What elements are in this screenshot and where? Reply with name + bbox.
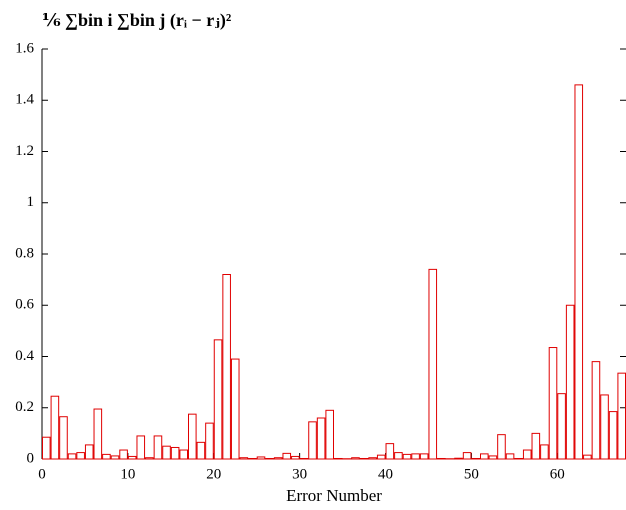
bar — [497, 434, 506, 460]
bar — [574, 84, 584, 460]
bar — [222, 274, 231, 460]
bar — [462, 452, 472, 460]
bar — [359, 457, 369, 460]
y-tick-label: 1.6 — [15, 40, 34, 56]
bar — [540, 444, 549, 460]
bar — [205, 422, 214, 460]
bar — [617, 372, 626, 460]
y-tick-label: 0.6 — [15, 297, 34, 313]
bar — [428, 268, 438, 460]
bar — [110, 455, 120, 460]
bar — [196, 441, 206, 460]
x-tick-label: 0 — [38, 466, 46, 482]
bar — [179, 449, 188, 460]
bar — [385, 443, 395, 460]
bar — [170, 446, 180, 460]
x-tick-label: 60 — [550, 466, 565, 482]
bar — [325, 409, 335, 460]
bar — [522, 449, 532, 460]
bar — [67, 453, 77, 460]
bar — [256, 456, 266, 460]
bar — [454, 457, 463, 460]
bar — [239, 457, 249, 460]
bar — [42, 436, 51, 460]
bar — [248, 457, 257, 460]
chart-title: ⅙ ∑bin i ∑bin j (rᵢ − rⱼ)² — [42, 10, 231, 31]
bar — [188, 413, 197, 460]
bar — [93, 408, 103, 460]
bar — [488, 455, 498, 460]
bar — [505, 453, 515, 460]
bar — [162, 445, 171, 460]
bar — [213, 339, 223, 460]
bar — [600, 394, 609, 460]
bar — [76, 452, 85, 460]
y-tick-label: 1 — [27, 194, 35, 210]
bar — [471, 457, 481, 460]
x-tick-label: 30 — [292, 466, 307, 482]
bar — [531, 432, 541, 460]
bar — [394, 452, 403, 460]
y-tick-label: 0 — [27, 450, 35, 466]
x-tick-label: 50 — [464, 466, 479, 482]
bar — [50, 395, 60, 460]
bar — [368, 457, 377, 460]
bar — [273, 457, 283, 460]
bar — [127, 455, 137, 460]
bar — [608, 411, 618, 460]
bar — [282, 452, 292, 460]
bar — [402, 453, 412, 460]
bar — [84, 444, 94, 460]
y-tick-label: 0.2 — [15, 399, 34, 415]
bar — [334, 457, 343, 460]
x-tick-label: 20 — [206, 466, 221, 482]
bar — [265, 457, 274, 460]
bar — [145, 457, 154, 460]
bar — [299, 457, 309, 460]
bar — [153, 435, 163, 460]
bar — [59, 416, 68, 460]
bar — [291, 455, 300, 460]
bar — [376, 454, 386, 460]
bar — [565, 304, 575, 460]
bar — [351, 457, 360, 460]
x-axis-label: Error Number — [286, 486, 382, 505]
bar — [136, 435, 146, 460]
bar — [419, 453, 429, 460]
y-tick-label: 0.8 — [15, 245, 34, 261]
bar — [548, 347, 558, 460]
bar — [230, 358, 240, 460]
bar — [316, 417, 326, 460]
x-tick-label: 40 — [378, 466, 393, 482]
y-tick-label: 1.4 — [15, 92, 34, 108]
bar — [557, 393, 566, 460]
bar — [102, 453, 111, 460]
bar — [411, 453, 420, 460]
x-tick-label: 10 — [120, 466, 135, 482]
bar — [119, 449, 128, 460]
y-tick-label: 0.4 — [15, 348, 34, 364]
bar — [583, 454, 592, 460]
bar — [514, 457, 523, 460]
bar — [591, 361, 601, 460]
bar — [437, 457, 446, 460]
bar — [308, 421, 317, 460]
bar — [480, 453, 489, 460]
y-tick-label: 1.2 — [15, 143, 34, 159]
